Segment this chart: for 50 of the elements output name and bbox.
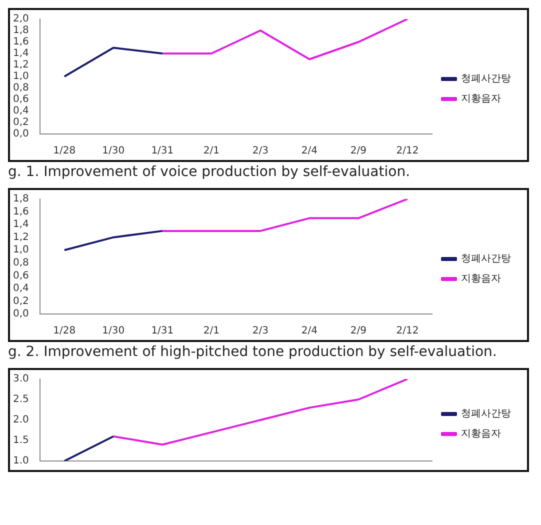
legend-label: 청폐사간탕 xyxy=(461,74,511,85)
x-tick-label: 1/28 xyxy=(53,146,76,157)
x-tick-label: 2/4 xyxy=(301,146,318,157)
y-tick-label: 0,8 xyxy=(12,257,29,268)
y-tick-label: 0,2 xyxy=(12,296,29,307)
x-tick-label: 2/9 xyxy=(350,326,367,337)
y-tick-label: 1,2 xyxy=(12,60,29,71)
x-tick-label: 1/30 xyxy=(102,326,125,337)
y-tick-label: 0,0 xyxy=(12,128,29,140)
x-tick-label: 1/30 xyxy=(102,146,125,157)
y-tick-label: 2.5 xyxy=(12,394,29,406)
y-tick-label: 1,8 xyxy=(12,25,29,36)
y-tick-label: 1,4 xyxy=(12,219,29,230)
x-tick-label: 1/28 xyxy=(53,326,76,337)
y-tick-label: 0,4 xyxy=(12,106,29,117)
legend-label: 지황음자 xyxy=(461,428,501,440)
x-tick-label: 2/3 xyxy=(252,326,269,337)
x-tick-label: 2/1 xyxy=(203,146,220,157)
y-tick-label: 1,6 xyxy=(12,36,29,48)
legend-label: 청폐사간탕 xyxy=(461,408,511,420)
legend-label: 지황음자 xyxy=(461,94,501,105)
legend-label: 지황음자 xyxy=(461,274,501,285)
y-tick-label: 0,0 xyxy=(12,308,29,320)
y-tick-label: 0,2 xyxy=(12,117,29,128)
x-tick-label: 2/12 xyxy=(396,146,419,157)
y-tick-label: 0,4 xyxy=(12,283,29,294)
y-tick-label: 1,0 xyxy=(12,244,29,256)
text: g. 1. Improvement of voice production by self-evaluation. xyxy=(8,164,412,180)
x-tick-label: 2/4 xyxy=(301,326,318,337)
x-tick-label: 1/31 xyxy=(151,326,174,337)
y-tick-label: 0,8 xyxy=(12,82,29,94)
y-tick-label: 0,6 xyxy=(12,270,29,282)
x-tick-label: 2/1 xyxy=(203,326,220,337)
y-tick-label: 1,2 xyxy=(12,232,29,243)
y-tick-label: 1.5 xyxy=(12,435,29,446)
y-tick-label: 1,6 xyxy=(12,206,29,218)
y-tick-label: 1,4 xyxy=(12,48,29,60)
y-tick-label: 1,8 xyxy=(12,194,29,205)
x-tick-label: 1/31 xyxy=(151,146,174,157)
y-tick-label: 3.0 xyxy=(12,374,29,385)
x-tick-label: 2/3 xyxy=(252,146,269,157)
y-tick-label: 2,0 xyxy=(12,14,29,25)
y-tick-label: 1,0 xyxy=(12,71,29,82)
y-tick-label: 1.0 xyxy=(12,456,29,467)
x-tick-label: 2/9 xyxy=(350,146,367,157)
y-tick-label: 0,6 xyxy=(12,94,29,106)
legend-label: 청폐사간탕 xyxy=(461,254,511,265)
text: g. 2. Improvement of high-pitched tone production by self-evaluation. xyxy=(8,344,498,360)
x-tick-label: 2/12 xyxy=(396,326,419,337)
y-tick-label: 2.0 xyxy=(12,414,29,426)
